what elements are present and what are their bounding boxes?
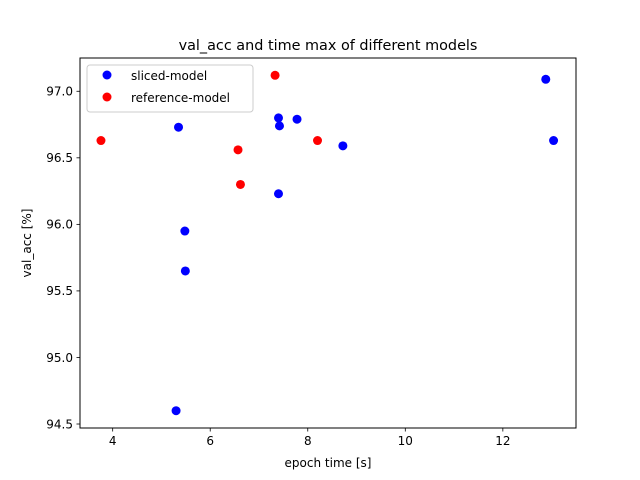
legend-box bbox=[86, 64, 254, 113]
points-layer bbox=[96, 70, 559, 416]
data-point-reference-model bbox=[313, 136, 323, 146]
data-point-sliced-model bbox=[274, 121, 284, 131]
legend-marker-sliced-model bbox=[102, 70, 112, 80]
y-tick-label: 96.0 bbox=[46, 218, 73, 232]
x-tick-label: 6 bbox=[206, 434, 214, 448]
y-tick-label: 94.5 bbox=[46, 417, 73, 431]
y-axis-label: val_acc [%] bbox=[20, 209, 34, 278]
data-point-reference-model bbox=[233, 145, 243, 155]
data-point-sliced-model bbox=[171, 406, 181, 416]
y-tick-label: 97.0 bbox=[46, 85, 73, 99]
data-point-sliced-model bbox=[338, 141, 348, 151]
data-point-sliced-model bbox=[541, 74, 551, 84]
data-point-sliced-model bbox=[273, 189, 283, 199]
data-point-sliced-model bbox=[273, 113, 283, 123]
y-tick-label: 95.5 bbox=[46, 284, 73, 298]
x-axis-label: epoch time [s] bbox=[285, 456, 372, 470]
x-tick-label: 4 bbox=[109, 434, 117, 448]
data-point-sliced-model bbox=[549, 136, 559, 146]
axes-layer: 4 6 8 10 12 94.5 95.0 95.5 96.0 96.5 97.0 bbox=[46, 85, 510, 448]
x-tick-label: 8 bbox=[304, 434, 312, 448]
data-point-sliced-model bbox=[180, 266, 190, 276]
x-tick-label: 10 bbox=[398, 434, 413, 448]
data-point-sliced-model bbox=[174, 122, 184, 132]
data-point-reference-model bbox=[235, 179, 245, 189]
data-point-reference-model bbox=[270, 70, 280, 80]
data-point-sliced-model bbox=[180, 226, 190, 236]
legend-label-reference-model: reference-model bbox=[131, 91, 230, 105]
y-tick-label: 95.0 bbox=[46, 351, 73, 365]
y-tick-label: 96.5 bbox=[46, 151, 73, 165]
data-point-reference-model bbox=[96, 136, 106, 146]
legend-label-sliced-model: sliced-model bbox=[131, 69, 207, 83]
legend: sliced-model reference-model bbox=[86, 64, 254, 113]
data-point-sliced-model bbox=[292, 114, 302, 124]
plot-frame bbox=[79, 57, 577, 429]
chart-title: val_acc and time max of different models bbox=[179, 38, 478, 54]
legend-marker-reference-model bbox=[102, 92, 112, 102]
x-tick-label: 12 bbox=[495, 434, 510, 448]
